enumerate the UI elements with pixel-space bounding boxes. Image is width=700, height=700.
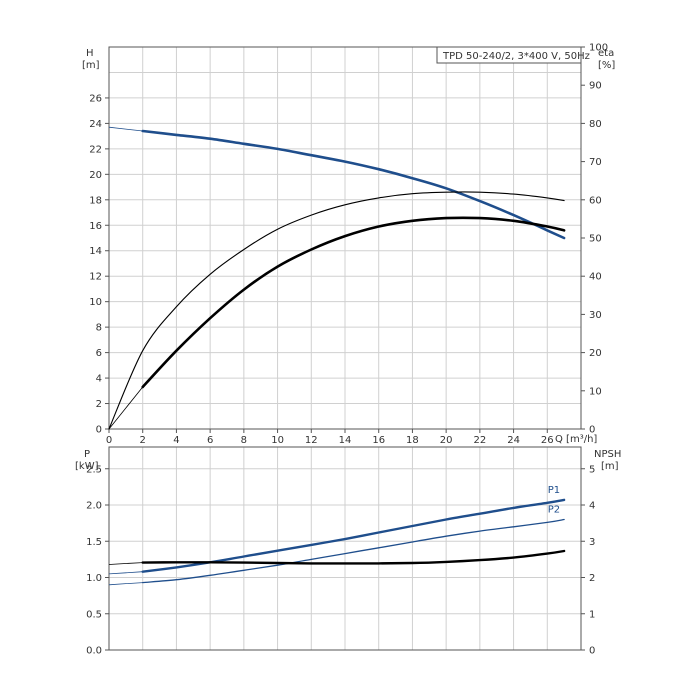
eta-tick-label: 50 bbox=[589, 234, 602, 245]
h-tick-label: 18 bbox=[89, 195, 102, 206]
bottom-chart: 0.0 0.5 1.0 1.5 2.0 2.5 0 1 2 3 4 5 P [kW] NPSH [m… bbox=[75, 446, 621, 657]
bottom-right-axis-ticks: 0 1 2 3 4 5 bbox=[581, 464, 595, 657]
q-tick-label: 22 bbox=[473, 435, 486, 446]
top-series bbox=[108, 126, 566, 430]
series-extension-eta-thick bbox=[108, 386, 144, 430]
q-tick-label: 2 bbox=[140, 435, 146, 446]
h-tick-label: 4 bbox=[96, 374, 102, 385]
q-tick-label: 24 bbox=[507, 435, 520, 446]
eta-tick-label: 100 bbox=[589, 43, 608, 54]
eta-axis-label: eta bbox=[598, 48, 614, 59]
top-gridlines bbox=[108, 47, 581, 430]
p-tick-label: 2.5 bbox=[86, 464, 102, 475]
npsh-tick-label: 5 bbox=[589, 464, 595, 475]
q-tick-label: 12 bbox=[305, 435, 318, 446]
q-tick-label: 18 bbox=[406, 435, 419, 446]
bottom-series-labels: P1 P2 bbox=[548, 485, 560, 516]
h-tick-label: 20 bbox=[89, 170, 102, 181]
q-tick-label: 14 bbox=[339, 435, 352, 446]
eta-tick-label: 40 bbox=[589, 272, 602, 283]
p-tick-label: 2.0 bbox=[86, 501, 102, 512]
bottom-left-axis-ticks: 0.0 0.5 1.0 1.5 2.0 2.5 bbox=[86, 464, 109, 657]
bottom-gridlines bbox=[108, 447, 581, 651]
h-tick-label: 6 bbox=[96, 348, 102, 359]
series-extension-P1 bbox=[108, 571, 143, 575]
npsh-tick-label: 3 bbox=[589, 537, 595, 548]
chart-title-box bbox=[436, 46, 582, 64]
eta-axis-unit: [%] bbox=[598, 60, 615, 71]
eta-tick-label: 30 bbox=[589, 310, 602, 321]
h-tick-label: 0 bbox=[96, 425, 102, 436]
chart-title: TPD 50-240/2, 3*400 V, 50Hz bbox=[442, 51, 590, 62]
npsh-tick-label: 0 bbox=[589, 646, 595, 657]
series-line-NPSH bbox=[141, 549, 566, 565]
series-extension-H bbox=[108, 126, 143, 132]
npsh-tick-label: 2 bbox=[589, 573, 595, 584]
top-right-axis-ticks: 0 10 20 30 40 50 60 70 80 90 100 bbox=[581, 43, 608, 436]
eta-tick-label: 20 bbox=[589, 348, 602, 359]
p-tick-label: 0.0 bbox=[86, 646, 102, 657]
eta-tick-label: 0 bbox=[589, 425, 595, 436]
eta-tick-label: 10 bbox=[589, 386, 602, 397]
series-line-eta-thick bbox=[141, 216, 566, 389]
bottom-series bbox=[108, 498, 566, 586]
h-tick-label: 10 bbox=[89, 297, 102, 308]
p-tick-label: 1.5 bbox=[86, 537, 102, 548]
q-tick-label: 8 bbox=[241, 435, 247, 446]
series-line-H bbox=[141, 129, 566, 240]
npsh-tick-label: 4 bbox=[589, 501, 595, 512]
eta-tick-label: 90 bbox=[589, 81, 602, 92]
series-label-P2: P2 bbox=[548, 505, 560, 516]
h-tick-label: 24 bbox=[89, 119, 102, 130]
series-line-P2 bbox=[142, 518, 565, 584]
h-axis-label: H bbox=[86, 48, 94, 59]
npsh-tick-label: 1 bbox=[589, 609, 595, 620]
q-tick-label: 26 bbox=[541, 435, 554, 446]
h-tick-label: 26 bbox=[89, 93, 102, 104]
p-tick-label: 0.5 bbox=[86, 609, 102, 620]
h-tick-label: 12 bbox=[89, 272, 102, 283]
h-tick-label: 16 bbox=[89, 221, 102, 232]
top-x-axis-ticks: 0 2 4 6 8 10 12 14 16 18 20 22 24 26 bbox=[106, 429, 554, 446]
p-tick-label: 1.0 bbox=[86, 573, 102, 584]
q-tick-label: 6 bbox=[207, 435, 213, 446]
series-extension-P2 bbox=[108, 582, 143, 586]
eta-tick-label: 70 bbox=[589, 157, 602, 168]
p-axis-unit: [kW] bbox=[75, 461, 99, 472]
p-axis-label: P bbox=[84, 449, 90, 460]
series-line-P1 bbox=[141, 498, 566, 573]
q-tick-label: 10 bbox=[271, 435, 284, 446]
q-axis-label: Q [m³/h] bbox=[555, 434, 597, 445]
npsh-axis-label: NPSH bbox=[594, 449, 621, 460]
h-axis-unit: [m] bbox=[82, 60, 100, 71]
q-tick-label: 4 bbox=[173, 435, 179, 446]
h-tick-label: 8 bbox=[96, 323, 102, 334]
eta-tick-label: 60 bbox=[589, 195, 602, 206]
q-tick-label: 20 bbox=[440, 435, 453, 446]
series-extension-NPSH bbox=[108, 562, 143, 565]
h-tick-label: 22 bbox=[89, 144, 102, 155]
series-label-P1: P1 bbox=[548, 485, 560, 496]
q-tick-label: 0 bbox=[106, 435, 112, 446]
h-tick-label: 14 bbox=[89, 246, 102, 257]
eta-tick-label: 80 bbox=[589, 119, 602, 130]
npsh-axis-unit: [m] bbox=[601, 461, 619, 472]
q-tick-label: 16 bbox=[372, 435, 385, 446]
bottom-chart-frame bbox=[108, 446, 582, 651]
series-line-eta-thin bbox=[108, 191, 565, 430]
h-tick-label: 2 bbox=[96, 399, 102, 410]
